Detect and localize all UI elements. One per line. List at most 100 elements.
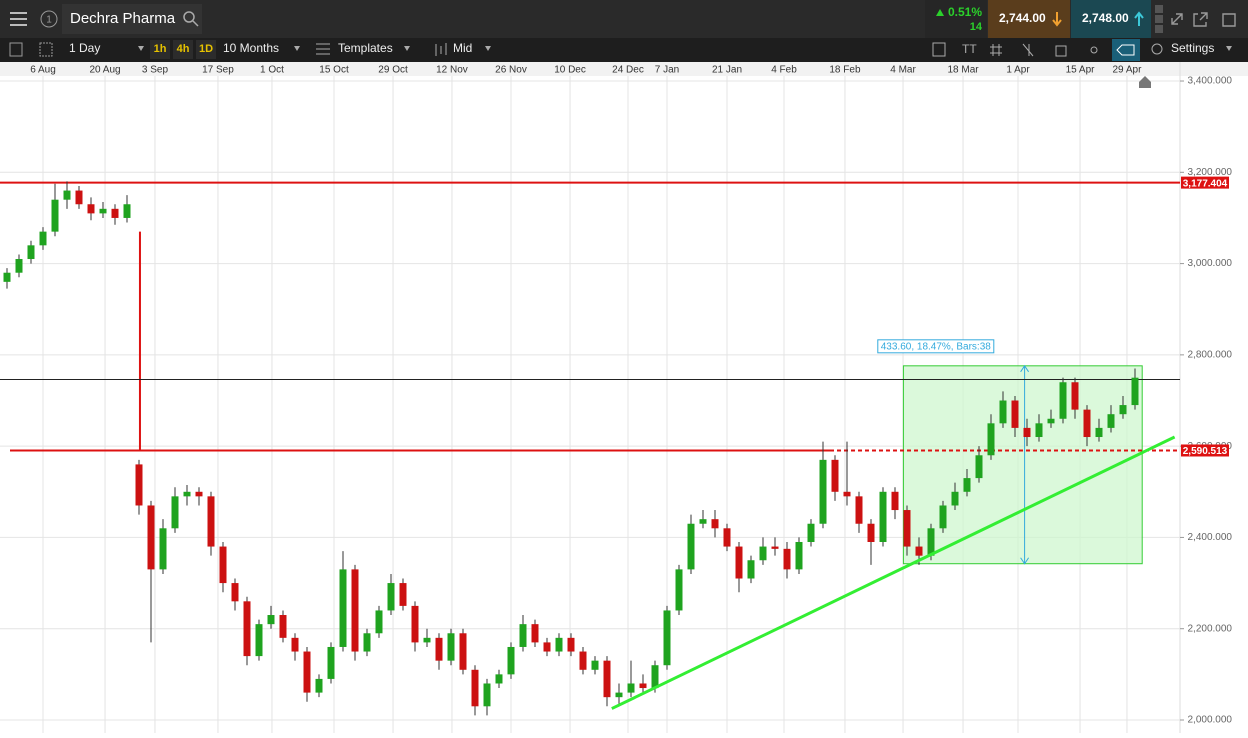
interval[interactable]: 1 Day	[69, 41, 100, 55]
date-strip	[0, 62, 1248, 76]
range[interactable]: 10 Months	[223, 41, 279, 55]
candle-body	[231, 583, 239, 602]
candle-body	[423, 637, 431, 643]
candle-body	[723, 528, 731, 547]
measure-box	[902, 365, 1143, 565]
search-icon[interactable]	[183, 11, 199, 27]
x-tick-label: 15 Oct	[319, 65, 349, 76]
candle-body	[51, 199, 59, 232]
candle-body	[711, 519, 719, 529]
candle-body	[1023, 427, 1031, 438]
window-icons[interactable]	[1171, 12, 1236, 27]
candle-body	[399, 583, 407, 606]
candle-body	[735, 546, 743, 579]
candle-body	[807, 523, 815, 542]
price-mode[interactable]: Mid	[453, 41, 472, 55]
buy-price: 2,748.00	[1082, 11, 1129, 25]
candle-body	[327, 646, 335, 679]
candle-body	[291, 637, 299, 652]
tool-icons[interactable]: TT	[932, 39, 1163, 61]
quick-1d[interactable]: 1D	[199, 43, 213, 55]
dropdown-arrow	[294, 46, 300, 51]
candle-body	[663, 610, 671, 666]
candle-body	[675, 569, 683, 611]
candle-body	[903, 510, 911, 547]
x-tick-label: 24 Dec	[612, 65, 644, 76]
measure-arrow	[1020, 364, 1030, 565]
candle-body	[543, 642, 551, 652]
menu-button[interactable]	[10, 12, 27, 26]
candle-body	[579, 651, 587, 670]
link-icon[interactable]	[40, 10, 58, 28]
candle-body	[411, 605, 419, 643]
y-tick-label: 3,200.000	[1188, 167, 1233, 178]
y-tick-label: 2,200.000	[1188, 623, 1233, 634]
home-marker[interactable]	[1139, 76, 1151, 88]
candle-body	[1107, 414, 1115, 428]
x-tick-label: 17 Sep	[202, 65, 234, 76]
candle-body	[639, 683, 647, 689]
instrument-box[interactable]	[62, 4, 202, 34]
dropdown-arrow	[404, 46, 410, 51]
candle-body	[855, 496, 863, 524]
candle-body	[159, 528, 167, 570]
candle-body	[987, 423, 995, 456]
quick-button[interactable]	[150, 40, 170, 59]
candle-body	[603, 660, 611, 698]
candle-body	[591, 660, 599, 670]
candle-body	[627, 683, 635, 693]
candle-body	[255, 624, 263, 657]
measure-label-box	[877, 339, 995, 354]
candle-body	[1071, 382, 1079, 410]
candle-body	[927, 528, 935, 556]
x-tick-label: 29 Apr	[1112, 65, 1142, 76]
candle-body	[207, 496, 215, 547]
candle-body	[1083, 409, 1091, 438]
candle-body	[135, 464, 143, 506]
grid-icon[interactable]	[39, 42, 53, 57]
candle-body	[1059, 382, 1067, 419]
candle-body	[831, 459, 839, 492]
candle-body	[939, 505, 947, 529]
buy-button[interactable]	[1071, 0, 1151, 38]
quick-1h[interactable]: 1h	[154, 43, 167, 55]
templates[interactable]: Templates	[338, 41, 393, 55]
candle-body	[999, 400, 1007, 424]
candle-body	[315, 678, 323, 693]
candle-body	[795, 541, 803, 570]
candle-body	[363, 633, 371, 652]
candle-body	[375, 610, 383, 634]
change-pct: 0.51%	[948, 5, 982, 19]
candle-body	[111, 208, 119, 218]
candle-body	[879, 491, 887, 542]
candle-body	[915, 546, 923, 556]
quick-button[interactable]	[196, 40, 216, 59]
x-tick-label: 4 Feb	[771, 65, 797, 76]
resistance-line-tag	[1181, 176, 1229, 189]
candle-body	[1131, 377, 1139, 406]
layout-icon[interactable]	[9, 42, 23, 57]
candle-body	[351, 569, 359, 652]
candle-body	[747, 560, 755, 579]
candle-body	[219, 546, 227, 584]
quick-4h[interactable]: 4h	[177, 43, 190, 55]
buy-arrow	[1134, 11, 1144, 26]
candle-body	[567, 637, 575, 652]
candle-body	[267, 615, 275, 625]
up-arrow	[936, 9, 944, 16]
candle-body	[975, 455, 983, 479]
quick-button[interactable]	[173, 40, 193, 59]
candle-body	[339, 569, 347, 647]
settings[interactable]: Settings	[1171, 41, 1214, 55]
x-tick-label: 29 Oct	[378, 65, 408, 76]
candle-body	[963, 478, 971, 492]
resistance-line-label: 3,177.404	[1183, 178, 1228, 189]
measure-label: 433.60, 18.47%, Bars:38	[881, 341, 992, 352]
dropdown-arrow	[138, 46, 144, 51]
instrument-name: Dechra Pharma	[70, 10, 176, 27]
x-tick-label: 26 Nov	[495, 65, 527, 76]
candle-body	[147, 505, 155, 570]
svg-text:TT: TT	[962, 42, 977, 56]
dropdown-arrow	[1226, 46, 1232, 51]
x-tick-label: 21 Jan	[712, 65, 742, 76]
